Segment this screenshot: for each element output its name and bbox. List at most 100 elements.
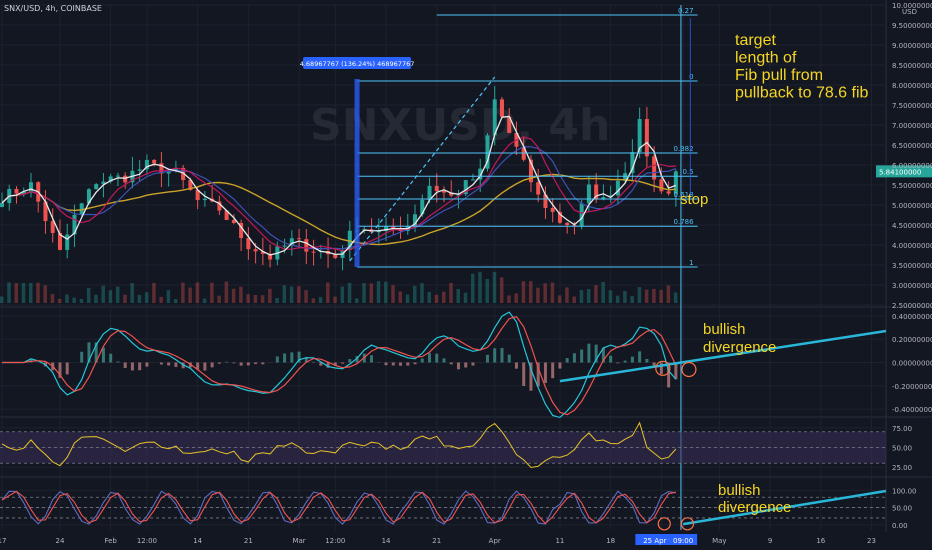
candle-body: [557, 211, 562, 223]
macd-histogram-bar: [217, 362, 221, 364]
candle-body: [630, 152, 635, 174]
measure-tag-text-0: 4.68967767 (136.24%) 468967767: [300, 60, 415, 68]
macd-histogram-bar: [442, 358, 446, 363]
macd-histogram-bar: [616, 362, 620, 364]
candle: [137, 159, 142, 182]
x-tick-label-6: Mar: [292, 537, 305, 545]
volume-bar: [217, 295, 221, 303]
macd-divergence-label-1: divergence: [703, 339, 776, 356]
volume-bar: [550, 282, 555, 303]
macd-histogram-bar: [529, 362, 533, 391]
x-tick-label-9: 21: [432, 537, 441, 545]
macd-histogram-bar: [674, 362, 678, 380]
ma-mid-red-line: [1, 136, 676, 252]
x-tick-label-7: 12:00: [325, 537, 345, 545]
macd-histogram-bar: [87, 342, 91, 363]
y-tick-label-1-2: 0.00000000: [892, 360, 932, 368]
y-tick-label-0-8: 6.00000000: [892, 162, 932, 170]
macd-histogram-bar: [609, 355, 613, 363]
candle-body: [311, 251, 316, 253]
candle-body: [427, 185, 432, 200]
macd-histogram-bar: [130, 362, 134, 371]
volume-bar: [391, 285, 395, 303]
macd-histogram-bar: [645, 358, 649, 363]
fib-level-label-2: 0.382: [674, 145, 694, 153]
volume-bar: [137, 294, 142, 303]
y-tick-label-0-12: 4.00000000: [892, 242, 932, 250]
macd-histogram-bar: [420, 358, 424, 363]
target-annotation-line-1: length of: [735, 50, 797, 67]
volume-bar: [579, 290, 584, 303]
volume-bar: [231, 288, 236, 303]
volume-bar: [101, 285, 105, 303]
fib-level-label-4: 0.618: [674, 191, 694, 199]
volume-bar: [528, 281, 533, 303]
measure-tag-box-0: [303, 57, 412, 69]
macd-histogram-bar: [232, 362, 236, 364]
macd-histogram-bar: [80, 351, 84, 363]
macd-histogram-bar: [580, 349, 584, 363]
candle-body: [442, 191, 446, 193]
macd-signal-line: [2, 316, 677, 416]
candle-body: [137, 169, 142, 171]
volume-bar: [202, 298, 207, 303]
candle: [463, 180, 468, 197]
y-tick-label-1-3: -0.20000000: [892, 383, 932, 391]
y-tick-label-0-2: 9.00000000: [892, 42, 932, 50]
candle: [536, 168, 541, 203]
y-tick-label-0-9: 5.50000000: [892, 182, 932, 190]
volume-bar: [260, 295, 265, 303]
stop-annotation: stop: [680, 191, 708, 208]
candle: [72, 204, 77, 248]
macd-histogram-bar: [138, 362, 142, 371]
macd-histogram-bar: [283, 353, 287, 363]
candle-body: [50, 221, 55, 233]
volume-bar: [188, 287, 192, 303]
x-tick-label-1: 24: [56, 537, 65, 545]
macd-histogram-bar: [116, 361, 120, 363]
candle: [384, 217, 389, 241]
macd-histogram-bar: [355, 356, 359, 363]
y-tick-label-0-13: 3.50000000: [892, 262, 932, 270]
x-tick-label-12: 18: [606, 537, 615, 545]
macd-histogram-bar: [101, 347, 105, 363]
macd-histogram-bar: [159, 362, 163, 365]
candle: [442, 186, 446, 203]
y-tick-label-3-1: 50.00: [892, 505, 912, 513]
macd-histogram-bar: [652, 362, 656, 368]
volume-bar: [485, 278, 489, 303]
candle-body: [579, 203, 584, 227]
candle-body: [57, 232, 62, 250]
macd-histogram-bar: [304, 357, 308, 363]
macd-histogram-bar: [572, 353, 576, 363]
candle-body: [507, 116, 512, 133]
candle: [123, 172, 128, 189]
stoch-divergence-circle-2: [680, 517, 695, 531]
volume-bar: [318, 297, 323, 303]
candle-body: [565, 222, 570, 226]
x-tick-label-16: 9: [768, 537, 772, 545]
volume-bar: [543, 283, 547, 303]
candle-body: [21, 191, 26, 194]
volume-bar: [224, 281, 229, 303]
ma-long-line: [1, 173, 676, 246]
rsi-line: [1, 421, 677, 469]
y-tick-label-1-0: 0.40000000: [892, 313, 932, 321]
volume-bar: [557, 295, 562, 303]
y-tick-label-0-10: 5.00000000: [892, 202, 932, 210]
macd-histogram-bar: [543, 362, 547, 383]
volume-bar: [470, 273, 475, 303]
current-price-tag: [876, 165, 932, 178]
candle: [108, 173, 113, 184]
volume-bar: [652, 288, 656, 303]
volume-bar: [355, 298, 359, 303]
macd-histogram-bar: [196, 362, 200, 370]
candle-body: [420, 199, 425, 215]
candle-body: [297, 238, 302, 240]
candle-body: [86, 189, 91, 204]
fib-level-label-5: 0.786: [674, 218, 695, 226]
candle: [449, 180, 454, 198]
candle: [543, 186, 548, 219]
volume-bar: [123, 294, 127, 303]
